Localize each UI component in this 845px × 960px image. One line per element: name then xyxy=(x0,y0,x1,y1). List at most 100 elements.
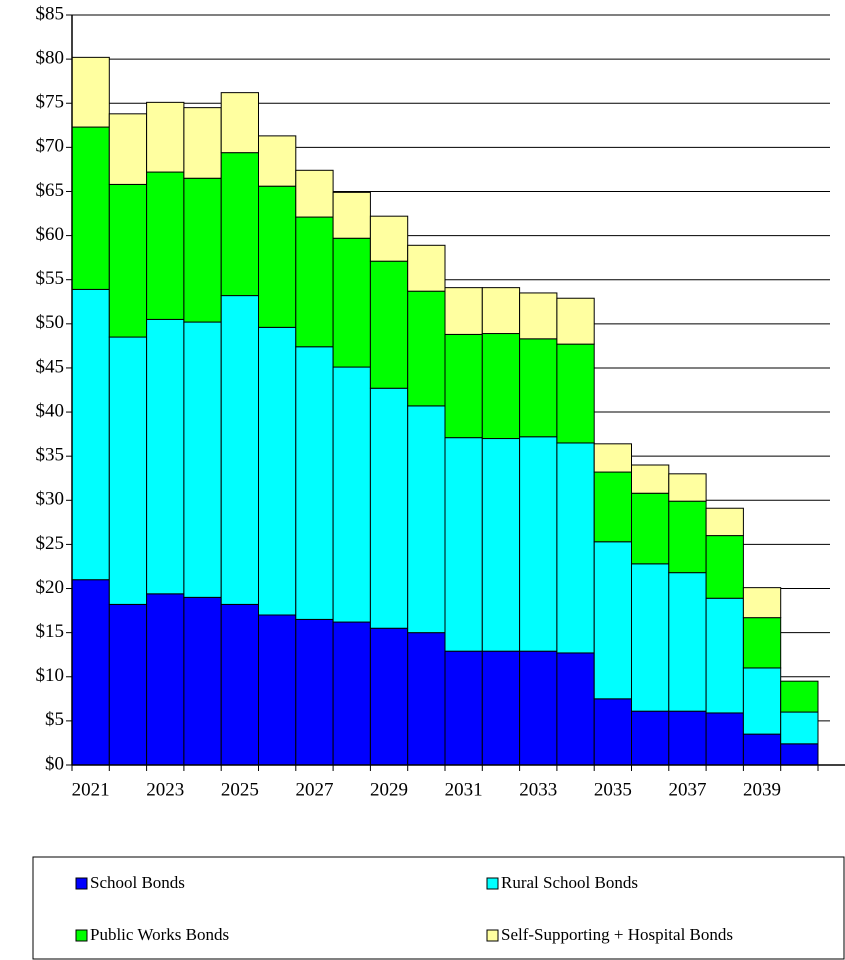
bar-segment xyxy=(258,135,297,187)
legend-swatch xyxy=(486,929,499,942)
bar-segment xyxy=(742,617,782,669)
bar-segment xyxy=(369,260,409,389)
legend-label: Self-Supporting + Hospital Bonds xyxy=(501,925,733,944)
x-tick-label: 2029 xyxy=(370,779,408,800)
x-tick-label: 2027 xyxy=(295,779,333,800)
legend-swatch xyxy=(75,929,88,942)
bar-segment xyxy=(444,650,483,766)
bar-segment xyxy=(668,500,707,574)
bar-segment xyxy=(369,387,409,629)
bar-segment xyxy=(108,183,148,338)
bar-segment xyxy=(258,614,297,766)
bar-segment xyxy=(332,366,371,623)
legend-swatch xyxy=(486,877,499,890)
bar-segment xyxy=(481,650,521,766)
bar-segment xyxy=(183,177,222,323)
bar-segment xyxy=(593,541,633,700)
bar-segment xyxy=(369,215,409,262)
bar-segment xyxy=(631,710,670,766)
legend-label: Rural School Bonds xyxy=(501,873,638,892)
bar-segment xyxy=(220,152,259,297)
legend-swatch xyxy=(75,877,88,890)
bar-segment xyxy=(556,343,595,444)
bar-segment xyxy=(444,333,483,439)
bar-segment xyxy=(519,338,558,438)
bar-segment xyxy=(519,436,558,652)
bar-segment xyxy=(593,471,633,543)
bar-segment xyxy=(183,321,222,598)
bar-segment xyxy=(742,733,782,766)
y-tick-label: $55 xyxy=(36,268,65,289)
bar-segment xyxy=(146,318,185,595)
bar-segment xyxy=(780,711,819,745)
bar-segment xyxy=(705,535,744,599)
bar-segment xyxy=(108,113,148,185)
bar-segment xyxy=(407,290,446,407)
x-tick-label: 2023 xyxy=(146,779,184,800)
y-tick-label: $75 xyxy=(36,92,65,113)
bar-segment xyxy=(71,579,110,766)
bar-segment xyxy=(71,288,110,581)
bar-segment xyxy=(705,597,744,714)
bar-segment xyxy=(631,464,670,494)
bar-segment xyxy=(146,171,185,320)
bar-segment xyxy=(556,297,595,345)
bar-segment xyxy=(183,596,222,766)
y-tick-label: $40 xyxy=(36,400,65,421)
y-tick-label: $5 xyxy=(45,709,64,730)
bar-segment xyxy=(71,56,110,128)
bar-segment xyxy=(481,438,521,652)
bar-segment xyxy=(668,572,707,712)
y-tick-label: $15 xyxy=(36,621,65,642)
bar-segment xyxy=(220,295,259,605)
bar-segment xyxy=(481,333,521,440)
y-tick-label: $30 xyxy=(36,489,65,510)
x-tick-label: 2031 xyxy=(445,779,483,800)
bar-segment xyxy=(295,216,334,348)
bar-segment xyxy=(295,618,334,766)
y-tick-label: $20 xyxy=(36,577,65,598)
y-tick-label: $45 xyxy=(36,356,65,377)
bar-segment xyxy=(519,650,558,766)
bar-segment xyxy=(631,563,670,712)
bar-segment xyxy=(444,287,483,335)
legend-box xyxy=(32,856,845,960)
bar-segment xyxy=(742,667,782,735)
bar-segment xyxy=(407,405,446,634)
bar-segment xyxy=(332,621,371,766)
bar-segment xyxy=(183,107,222,179)
bar-segment xyxy=(332,191,371,239)
bar-segment xyxy=(780,680,819,713)
bar-segment xyxy=(369,627,409,766)
y-tick-label: $70 xyxy=(36,136,65,157)
bar-segment xyxy=(71,126,110,290)
bar-segment xyxy=(519,292,558,340)
bar-segment xyxy=(108,603,148,766)
x-tick-label: 2035 xyxy=(594,779,632,800)
y-tick-label: $35 xyxy=(36,445,65,466)
bar-segment xyxy=(258,185,297,328)
y-tick-label: $50 xyxy=(36,312,65,333)
bar-segment xyxy=(593,443,633,473)
bar-segment xyxy=(556,442,595,654)
y-tick-label: $10 xyxy=(36,665,65,686)
bar-segment xyxy=(444,437,483,652)
x-tick-label: 2039 xyxy=(743,779,781,800)
y-tick-label: $85 xyxy=(36,3,65,24)
bar-segment xyxy=(220,603,259,766)
bar-segment xyxy=(295,346,334,620)
bar-segment xyxy=(780,743,819,766)
bar-segment xyxy=(108,336,148,605)
bar-segment xyxy=(407,244,446,292)
bar-segment xyxy=(481,287,521,335)
legend: School Bonds Rural School Bonds Public Wor… xyxy=(75,873,733,944)
x-tick-label: 2033 xyxy=(519,779,557,800)
bar-segment xyxy=(631,492,670,565)
bar-segment xyxy=(258,326,297,616)
bar-segment xyxy=(668,710,707,766)
bar-segment xyxy=(295,169,334,218)
x-tick-label: 2025 xyxy=(221,779,259,800)
y-tick-label: $80 xyxy=(36,47,65,68)
legend-label: School Bonds xyxy=(90,873,185,892)
